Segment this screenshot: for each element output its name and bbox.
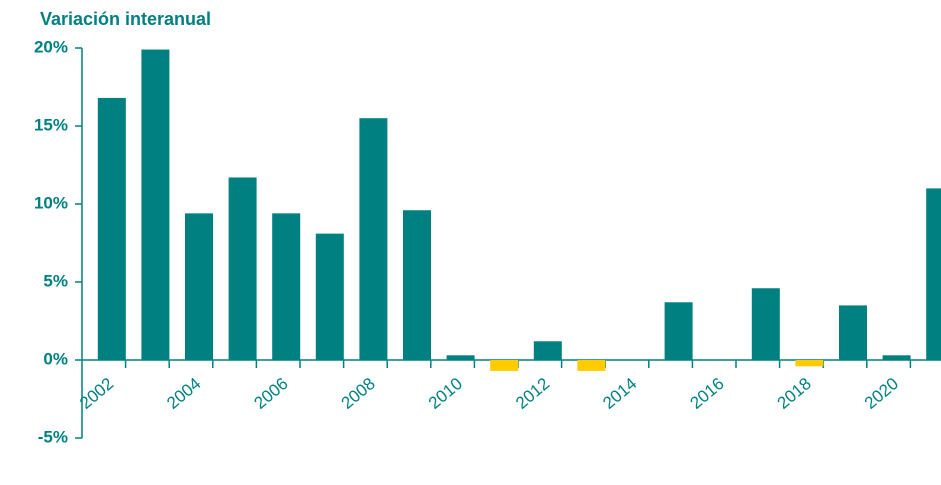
bar xyxy=(926,188,941,360)
bar xyxy=(359,118,388,360)
x-tick-label: 2016 xyxy=(686,374,727,413)
bar xyxy=(315,233,344,360)
x-tick-label: 2006 xyxy=(250,374,291,413)
bar xyxy=(664,302,693,360)
x-tick-label: 2020 xyxy=(861,374,902,413)
bar xyxy=(403,210,431,360)
y-tick-label: 20% xyxy=(34,37,68,56)
bar xyxy=(577,360,606,371)
bar xyxy=(228,177,257,360)
x-tick-label: 2014 xyxy=(599,374,640,413)
y-tick-label: 0% xyxy=(43,349,68,368)
bar xyxy=(882,355,911,360)
bar xyxy=(272,213,301,360)
bar xyxy=(446,355,475,360)
y-tick-label: 10% xyxy=(34,193,68,212)
bar xyxy=(839,305,867,360)
bar xyxy=(533,341,562,360)
bar xyxy=(751,288,780,360)
y-tick-label: 15% xyxy=(34,115,68,134)
bar xyxy=(490,360,519,371)
x-tick-label: 2004 xyxy=(163,374,204,413)
bar xyxy=(97,97,126,361)
bar xyxy=(185,213,213,360)
x-tick-label: 2018 xyxy=(774,374,815,413)
bar xyxy=(795,360,824,367)
chart-title: Variación interanual xyxy=(40,9,211,29)
y-tick-label: -5% xyxy=(38,427,68,446)
bar xyxy=(141,49,170,361)
x-tick-label: 2008 xyxy=(338,374,379,413)
x-tick-label: 2010 xyxy=(425,374,466,413)
x-tick-label: 2012 xyxy=(512,374,553,413)
y-tick-label: 5% xyxy=(43,271,68,290)
